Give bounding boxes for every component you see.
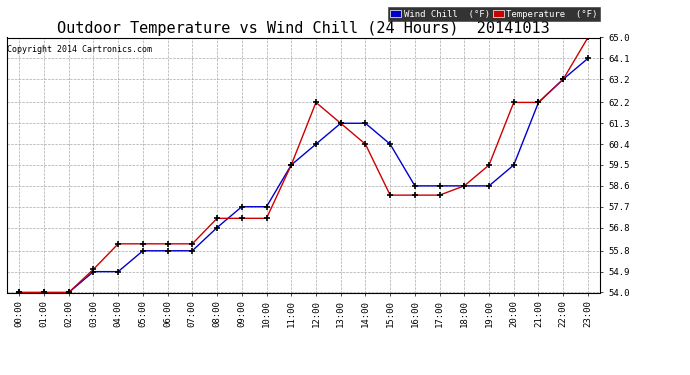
Legend: Wind Chill  (°F), Temperature  (°F): Wind Chill (°F), Temperature (°F) [388, 7, 600, 21]
Text: Copyright 2014 Cartronics.com: Copyright 2014 Cartronics.com [7, 45, 152, 54]
Title: Outdoor Temperature vs Wind Chill (24 Hours)  20141013: Outdoor Temperature vs Wind Chill (24 Ho… [57, 21, 550, 36]
